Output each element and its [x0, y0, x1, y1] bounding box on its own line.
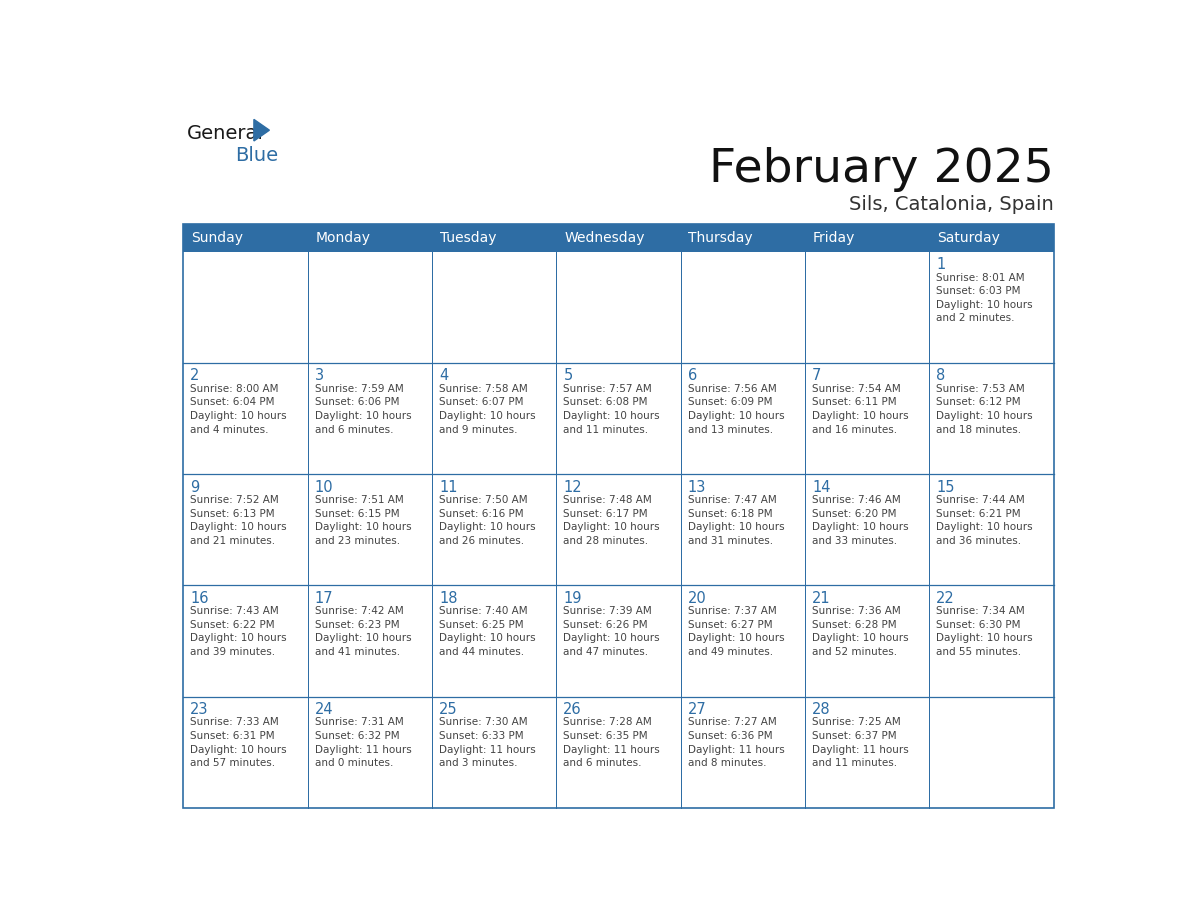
Bar [308, 224, 432, 252]
Text: 24: 24 [315, 702, 334, 717]
Text: Sunrise: 7:30 AM
Sunset: 6:33 PM
Daylight: 11 hours
and 3 minutes.: Sunrise: 7:30 AM Sunset: 6:33 PM Dayligh… [440, 717, 536, 768]
Polygon shape [254, 119, 270, 141]
Text: 6: 6 [688, 368, 697, 384]
Text: Sunrise: 7:36 AM
Sunset: 6:28 PM
Daylight: 10 hours
and 52 minutes.: Sunrise: 7:36 AM Sunset: 6:28 PM Dayligh… [813, 606, 909, 657]
Text: 4: 4 [440, 368, 448, 384]
Text: Sunrise: 7:31 AM
Sunset: 6:32 PM
Daylight: 11 hours
and 0 minutes.: Sunrise: 7:31 AM Sunset: 6:32 PM Dayligh… [315, 717, 411, 768]
Text: Sunrise: 7:43 AM
Sunset: 6:22 PM
Daylight: 10 hours
and 39 minutes.: Sunrise: 7:43 AM Sunset: 6:22 PM Dayligh… [190, 606, 287, 657]
Text: Sunrise: 7:44 AM
Sunset: 6:21 PM
Daylight: 10 hours
and 36 minutes.: Sunrise: 7:44 AM Sunset: 6:21 PM Dayligh… [936, 495, 1034, 546]
Text: Sunrise: 7:42 AM
Sunset: 6:23 PM
Daylight: 10 hours
and 41 minutes.: Sunrise: 7:42 AM Sunset: 6:23 PM Dayligh… [315, 606, 411, 657]
Text: February 2025: February 2025 [709, 147, 1054, 192]
Text: Sunrise: 7:52 AM
Sunset: 6:13 PM
Daylight: 10 hours
and 21 minutes.: Sunrise: 7:52 AM Sunset: 6:13 PM Dayligh… [190, 495, 287, 546]
Text: Sils, Catalonia, Spain: Sils, Catalonia, Spain [849, 195, 1054, 214]
Text: 1: 1 [936, 257, 946, 273]
Text: 16: 16 [190, 591, 209, 606]
Text: Thursday: Thursday [689, 231, 753, 245]
Text: Sunrise: 8:01 AM
Sunset: 6:03 PM
Daylight: 10 hours
and 2 minutes.: Sunrise: 8:01 AM Sunset: 6:03 PM Dayligh… [936, 273, 1034, 323]
Text: Sunrise: 7:33 AM
Sunset: 6:31 PM
Daylight: 10 hours
and 57 minutes.: Sunrise: 7:33 AM Sunset: 6:31 PM Dayligh… [190, 717, 287, 768]
Text: Sunrise: 7:54 AM
Sunset: 6:11 PM
Daylight: 10 hours
and 16 minutes.: Sunrise: 7:54 AM Sunset: 6:11 PM Dayligh… [813, 384, 909, 434]
Text: Sunrise: 7:39 AM
Sunset: 6:26 PM
Daylight: 10 hours
and 47 minutes.: Sunrise: 7:39 AM Sunset: 6:26 PM Dayligh… [563, 606, 661, 657]
Text: Sunrise: 7:50 AM
Sunset: 6:16 PM
Daylight: 10 hours
and 26 minutes.: Sunrise: 7:50 AM Sunset: 6:16 PM Dayligh… [440, 495, 536, 546]
Text: 21: 21 [813, 591, 830, 606]
Text: Sunrise: 7:58 AM
Sunset: 6:07 PM
Daylight: 10 hours
and 9 minutes.: Sunrise: 7:58 AM Sunset: 6:07 PM Dayligh… [440, 384, 536, 434]
Text: 25: 25 [440, 702, 457, 717]
Text: 22: 22 [936, 591, 955, 606]
Text: 7: 7 [813, 368, 821, 384]
Text: Sunrise: 7:28 AM
Sunset: 6:35 PM
Daylight: 11 hours
and 6 minutes.: Sunrise: 7:28 AM Sunset: 6:35 PM Dayligh… [563, 717, 661, 768]
Text: Sunrise: 7:27 AM
Sunset: 6:36 PM
Daylight: 11 hours
and 8 minutes.: Sunrise: 7:27 AM Sunset: 6:36 PM Dayligh… [688, 717, 784, 768]
Text: Sunrise: 7:46 AM
Sunset: 6:20 PM
Daylight: 10 hours
and 33 minutes.: Sunrise: 7:46 AM Sunset: 6:20 PM Dayligh… [813, 495, 909, 546]
Text: 11: 11 [440, 479, 457, 495]
Bar [183, 224, 1054, 808]
Text: Sunrise: 7:53 AM
Sunset: 6:12 PM
Daylight: 10 hours
and 18 minutes.: Sunrise: 7:53 AM Sunset: 6:12 PM Dayligh… [936, 384, 1034, 434]
Text: Sunrise: 7:57 AM
Sunset: 6:08 PM
Daylight: 10 hours
and 11 minutes.: Sunrise: 7:57 AM Sunset: 6:08 PM Dayligh… [563, 384, 661, 434]
Text: 18: 18 [440, 591, 457, 606]
Text: 20: 20 [688, 591, 707, 606]
Text: Sunrise: 7:40 AM
Sunset: 6:25 PM
Daylight: 10 hours
and 44 minutes.: Sunrise: 7:40 AM Sunset: 6:25 PM Dayligh… [440, 606, 536, 657]
Text: Blue: Blue [235, 146, 278, 165]
Text: 28: 28 [813, 702, 830, 717]
Bar [556, 224, 681, 252]
Bar [183, 224, 308, 252]
Text: 19: 19 [563, 591, 582, 606]
Text: Sunrise: 7:56 AM
Sunset: 6:09 PM
Daylight: 10 hours
and 13 minutes.: Sunrise: 7:56 AM Sunset: 6:09 PM Dayligh… [688, 384, 784, 434]
Text: Sunrise: 7:47 AM
Sunset: 6:18 PM
Daylight: 10 hours
and 31 minutes.: Sunrise: 7:47 AM Sunset: 6:18 PM Dayligh… [688, 495, 784, 546]
Text: 12: 12 [563, 479, 582, 495]
Text: Sunrise: 7:48 AM
Sunset: 6:17 PM
Daylight: 10 hours
and 28 minutes.: Sunrise: 7:48 AM Sunset: 6:17 PM Dayligh… [563, 495, 661, 546]
Text: General: General [188, 125, 264, 143]
Bar [681, 224, 805, 252]
Bar [929, 224, 1054, 252]
Text: Wednesday: Wednesday [564, 231, 645, 245]
Text: Sunrise: 7:37 AM
Sunset: 6:27 PM
Daylight: 10 hours
and 49 minutes.: Sunrise: 7:37 AM Sunset: 6:27 PM Dayligh… [688, 606, 784, 657]
Text: 15: 15 [936, 479, 955, 495]
Text: 14: 14 [813, 479, 830, 495]
Text: 3: 3 [315, 368, 324, 384]
Text: 23: 23 [190, 702, 209, 717]
Bar [805, 224, 929, 252]
Text: 27: 27 [688, 702, 707, 717]
Text: 13: 13 [688, 479, 706, 495]
Text: Sunrise: 7:59 AM
Sunset: 6:06 PM
Daylight: 10 hours
and 6 minutes.: Sunrise: 7:59 AM Sunset: 6:06 PM Dayligh… [315, 384, 411, 434]
Bar [432, 224, 556, 252]
Text: 9: 9 [190, 479, 200, 495]
Text: Sunday: Sunday [191, 231, 244, 245]
Text: Tuesday: Tuesday [440, 231, 497, 245]
Text: Saturday: Saturday [937, 231, 1000, 245]
Text: Sunrise: 7:25 AM
Sunset: 6:37 PM
Daylight: 11 hours
and 11 minutes.: Sunrise: 7:25 AM Sunset: 6:37 PM Dayligh… [813, 717, 909, 768]
Text: 26: 26 [563, 702, 582, 717]
Text: 2: 2 [190, 368, 200, 384]
Text: 17: 17 [315, 591, 334, 606]
Text: 5: 5 [563, 368, 573, 384]
Text: Sunrise: 7:51 AM
Sunset: 6:15 PM
Daylight: 10 hours
and 23 minutes.: Sunrise: 7:51 AM Sunset: 6:15 PM Dayligh… [315, 495, 411, 546]
Text: Sunrise: 8:00 AM
Sunset: 6:04 PM
Daylight: 10 hours
and 4 minutes.: Sunrise: 8:00 AM Sunset: 6:04 PM Dayligh… [190, 384, 287, 434]
Text: Friday: Friday [813, 231, 855, 245]
Text: 8: 8 [936, 368, 946, 384]
Text: 10: 10 [315, 479, 334, 495]
Text: Sunrise: 7:34 AM
Sunset: 6:30 PM
Daylight: 10 hours
and 55 minutes.: Sunrise: 7:34 AM Sunset: 6:30 PM Dayligh… [936, 606, 1034, 657]
Text: Monday: Monday [316, 231, 371, 245]
